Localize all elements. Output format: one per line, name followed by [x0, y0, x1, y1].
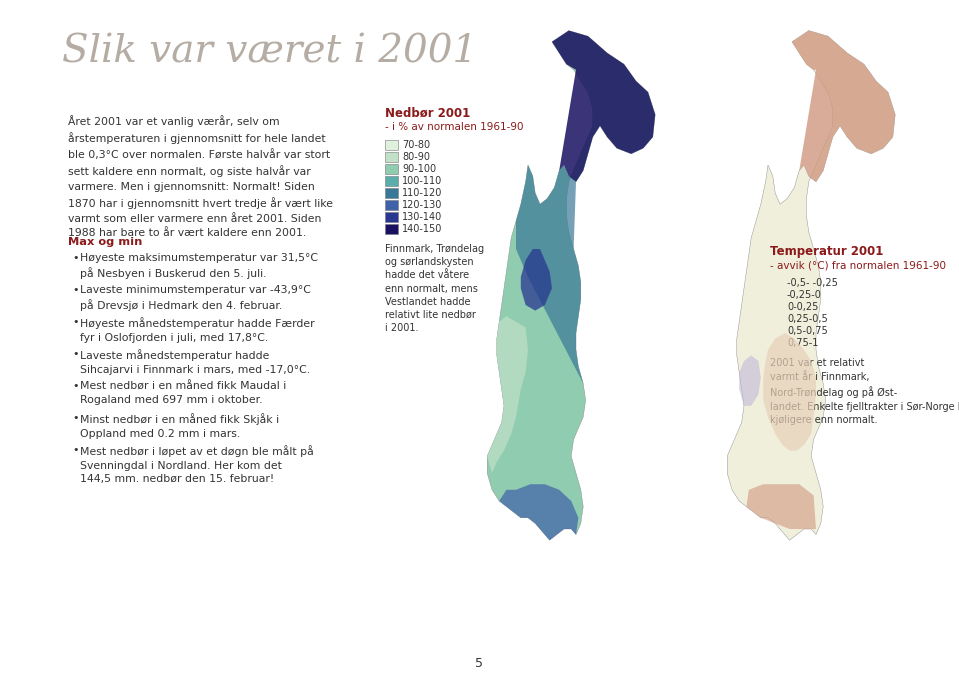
Text: Laveste månedstemperatur hadde
Sihcajarvi i Finnmark i mars, med -17,0°C.: Laveste månedstemperatur hadde Sihcajarv…	[80, 349, 310, 375]
Bar	[385, 176, 398, 186]
Bar	[770, 302, 783, 312]
Text: 0,5-0,75: 0,5-0,75	[787, 326, 828, 336]
Polygon shape	[792, 31, 895, 182]
Polygon shape	[487, 31, 655, 540]
Polygon shape	[516, 165, 583, 384]
Text: 0,25-0,5: 0,25-0,5	[787, 314, 828, 324]
Text: Temperatur 2001: Temperatur 2001	[770, 245, 883, 258]
Bar	[385, 188, 398, 198]
Text: Høyeste månedstemperatur hadde Færder
fyr i Oslofjorden i juli, med 17,8°C.: Høyeste månedstemperatur hadde Færder fy…	[80, 317, 315, 342]
Text: •: •	[72, 413, 79, 423]
Text: Laveste minimumstemperatur var -43,9°C
på Drevsjø i Hedmark den 4. februar.: Laveste minimumstemperatur var -43,9°C p…	[80, 285, 311, 312]
Text: 130-140: 130-140	[402, 212, 442, 222]
Bar	[385, 224, 398, 234]
Bar	[770, 338, 783, 348]
Text: 0,75-1: 0,75-1	[787, 338, 818, 348]
Text: •: •	[72, 349, 79, 359]
Text: 100-110: 100-110	[402, 176, 442, 186]
Text: •: •	[72, 317, 79, 327]
Text: 140-150: 140-150	[402, 224, 442, 234]
Bar	[385, 212, 398, 222]
Text: 120-130: 120-130	[402, 200, 442, 210]
Bar	[770, 314, 783, 324]
Text: •: •	[72, 285, 79, 295]
Text: - avvik (°C) fra normalen 1961-90: - avvik (°C) fra normalen 1961-90	[770, 260, 946, 270]
Text: Mest nedbør i løpet av et døgn ble målt på
Svenningdal i Nordland. Her kom det
1: Mest nedbør i løpet av et døgn ble målt …	[80, 445, 314, 484]
Text: Finnmark, Trøndelag
og sørlandskysten
hadde det våtere
enn normalt, mens
Vestlan: Finnmark, Trøndelag og sørlandskysten ha…	[385, 244, 484, 333]
Polygon shape	[500, 484, 578, 540]
Bar	[385, 140, 398, 150]
Bar	[385, 200, 398, 210]
Text: •: •	[72, 381, 79, 391]
Bar	[770, 290, 783, 300]
Polygon shape	[521, 249, 552, 310]
Text: - i % av normalen 1961-90: - i % av normalen 1961-90	[385, 122, 524, 132]
Text: •: •	[72, 253, 79, 263]
Text: Mest nedbør i en måned fikk Maudal i
Rogaland med 697 mm i oktober.: Mest nedbør i en måned fikk Maudal i Rog…	[80, 381, 286, 405]
Polygon shape	[727, 31, 895, 540]
Bar	[770, 326, 783, 336]
Text: 110-120: 110-120	[402, 188, 442, 198]
Text: Nedbør 2001: Nedbør 2001	[385, 107, 470, 120]
Polygon shape	[763, 333, 816, 451]
Text: 2001 var et relativt
varmt år i Finnmark,
Nord-Trøndelag og på Øst-
landet. Enke: 2001 var et relativt varmt år i Finnmark…	[770, 358, 959, 425]
Bar	[385, 152, 398, 162]
Polygon shape	[739, 356, 760, 406]
Text: Året 2001 var et vanlig værår, selv om
årstemperaturen i gjennomsnitt for hele l: Året 2001 var et vanlig værår, selv om å…	[68, 115, 333, 238]
Bar	[770, 278, 783, 288]
Polygon shape	[746, 484, 816, 529]
Polygon shape	[552, 31, 655, 182]
Text: 5: 5	[475, 657, 483, 670]
Text: Slik var været i 2001: Slik var været i 2001	[62, 33, 478, 70]
Bar	[385, 164, 398, 174]
Text: 90-100: 90-100	[402, 164, 436, 174]
Text: 70-80: 70-80	[402, 140, 431, 150]
Text: 80-90: 80-90	[402, 152, 430, 162]
Text: Høyeste maksimumstemperatur var 31,5°C
på Nesbyen i Buskerud den 5. juli.: Høyeste maksimumstemperatur var 31,5°C p…	[80, 253, 318, 279]
Text: Minst nedbør i en måned fikk Skjåk i
Oppland med 0.2 mm i mars.: Minst nedbør i en måned fikk Skjåk i Opp…	[80, 413, 279, 438]
Text: -0,25-0: -0,25-0	[787, 290, 822, 300]
Text: -0,5- -0,25: -0,5- -0,25	[787, 278, 838, 288]
Polygon shape	[487, 316, 528, 473]
Text: Max og min: Max og min	[68, 237, 142, 247]
Text: 0-0,25: 0-0,25	[787, 302, 818, 312]
Text: •: •	[72, 445, 79, 455]
